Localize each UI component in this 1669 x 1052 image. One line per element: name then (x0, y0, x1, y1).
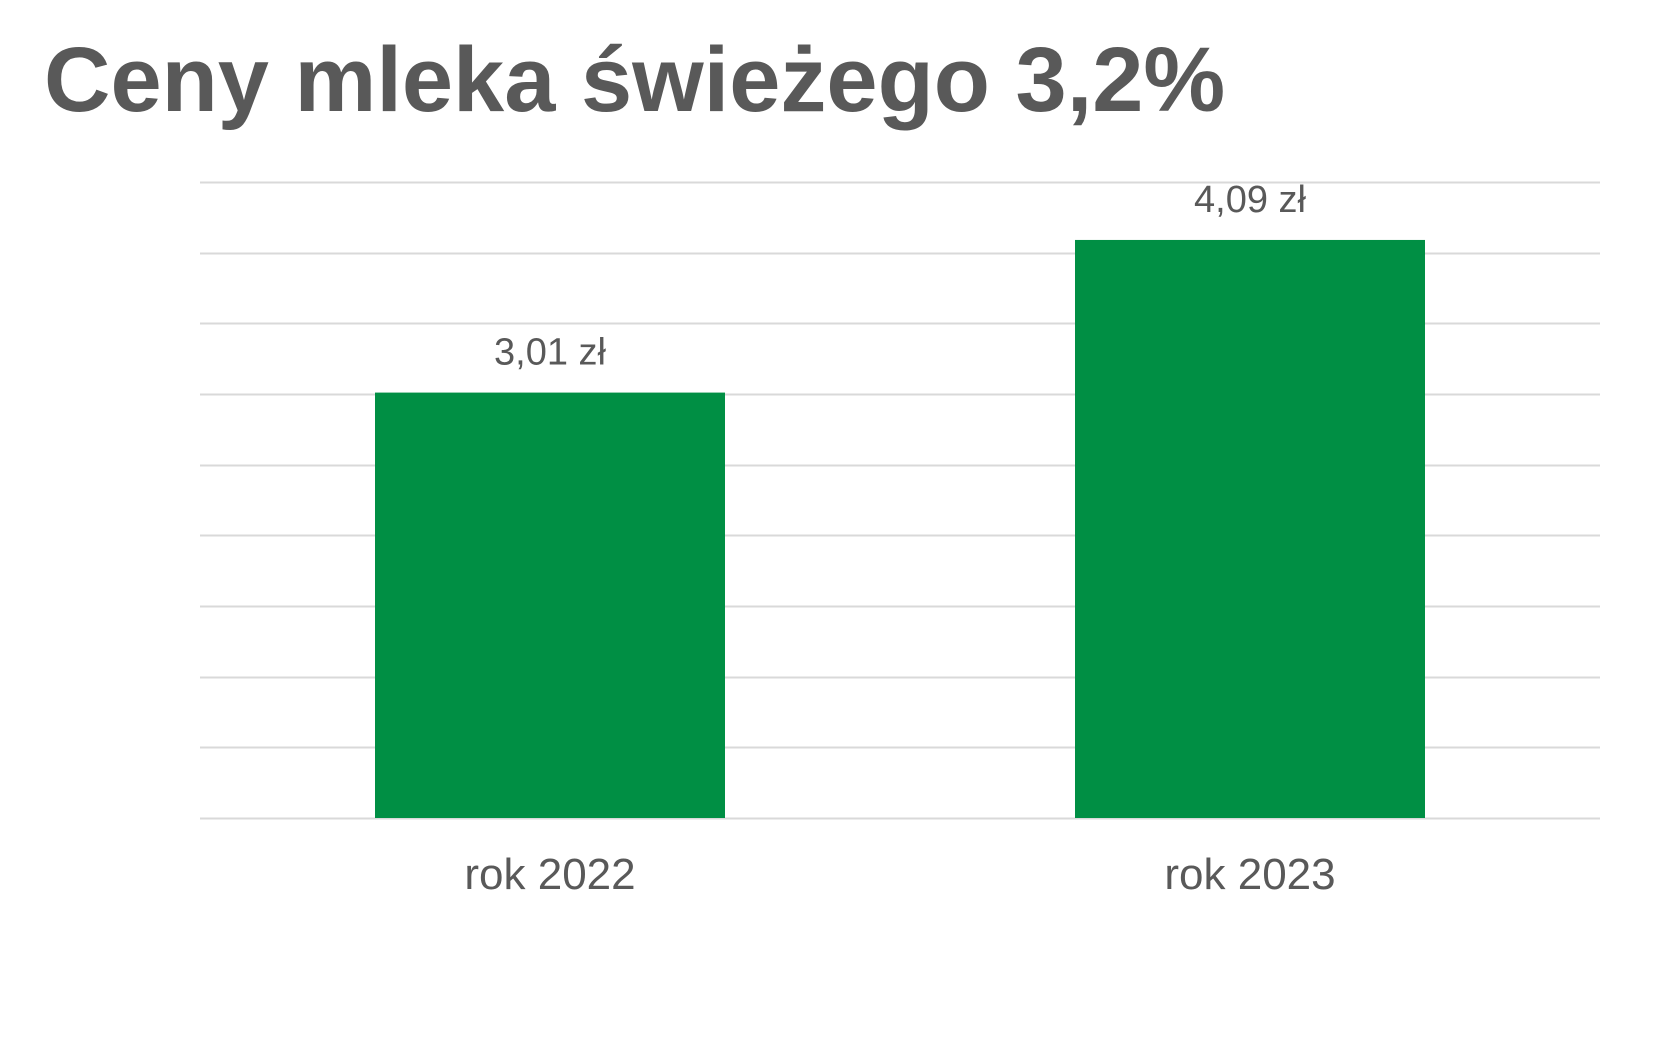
bar (375, 392, 725, 818)
bar (1075, 239, 1425, 819)
data-labels: 3,01 zł 4,09 zł (494, 179, 1307, 374)
bars (375, 239, 1425, 819)
x-tick-label: rok 2022 (464, 850, 635, 899)
x-tick-label: rok 2023 (1164, 850, 1335, 899)
data-label: 3,01 zł (494, 332, 607, 374)
x-axis-tick-labels: rok 2022 rok 2023 (464, 850, 1335, 899)
data-label: 4,09 zł (1194, 179, 1307, 221)
chart-title: Ceny mleka świeżego 3,2% (44, 29, 1226, 131)
